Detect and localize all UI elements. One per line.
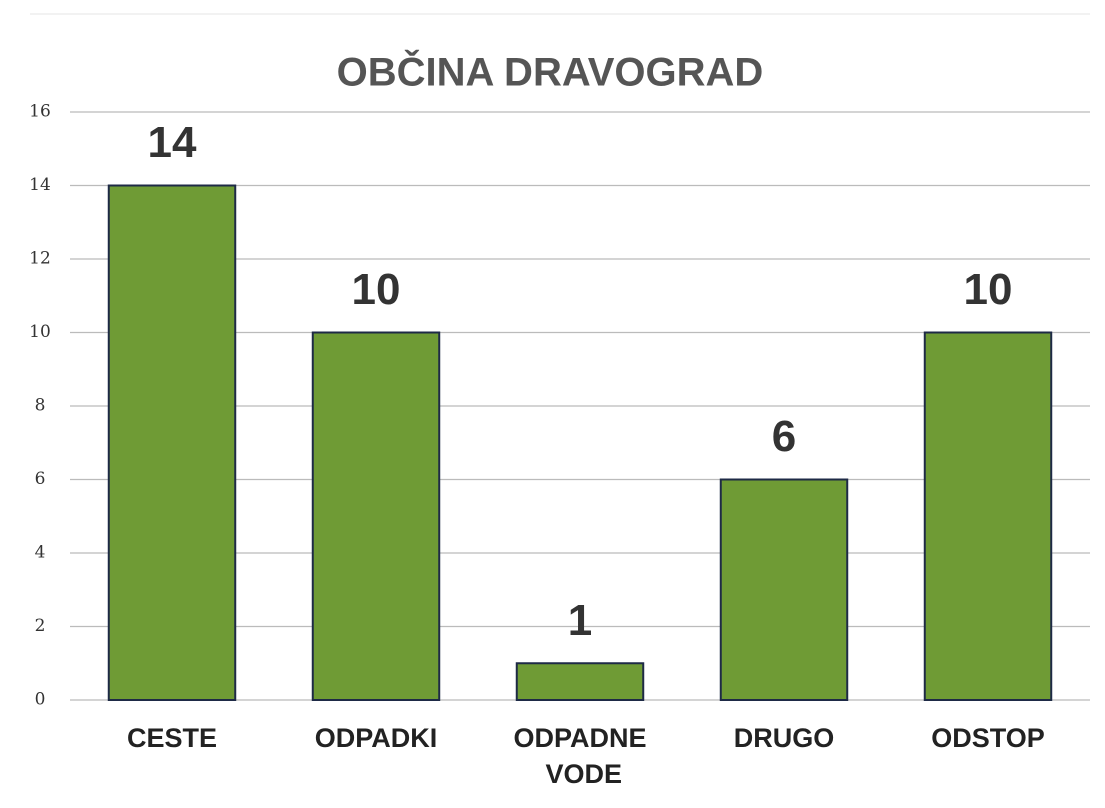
bar	[515, 662, 645, 701]
data-label: 10	[352, 265, 401, 314]
y-tick-label: 4	[35, 543, 46, 563]
data-label: 1	[568, 596, 592, 645]
y-tick-label: 16	[29, 102, 51, 122]
y-tick-label: 8	[35, 396, 46, 416]
data-label: 10	[964, 265, 1013, 314]
y-tick-label: 6	[35, 469, 46, 489]
chart-title: OBČINA DRAVOGRAD	[337, 49, 764, 95]
y-tick-label: 2	[35, 616, 46, 636]
bar	[107, 184, 237, 701]
bar	[719, 478, 849, 701]
x-tick-label: CESTE	[127, 723, 217, 753]
data-label: 6	[772, 412, 796, 461]
bar	[311, 331, 441, 701]
x-tick-label: ODPADKI	[315, 723, 438, 753]
y-tick-label: 0	[35, 690, 46, 710]
y-tick-label: 14	[29, 175, 51, 195]
bar	[923, 331, 1053, 701]
data-label: 14	[148, 118, 197, 167]
x-tick-label: ODSTOP	[931, 723, 1045, 753]
x-tick-label: ODPADNE VODE	[513, 723, 646, 789]
y-tick-label: 10	[29, 322, 51, 342]
x-tick-label: DRUGO	[734, 723, 835, 753]
y-tick-label: 12	[29, 249, 51, 269]
